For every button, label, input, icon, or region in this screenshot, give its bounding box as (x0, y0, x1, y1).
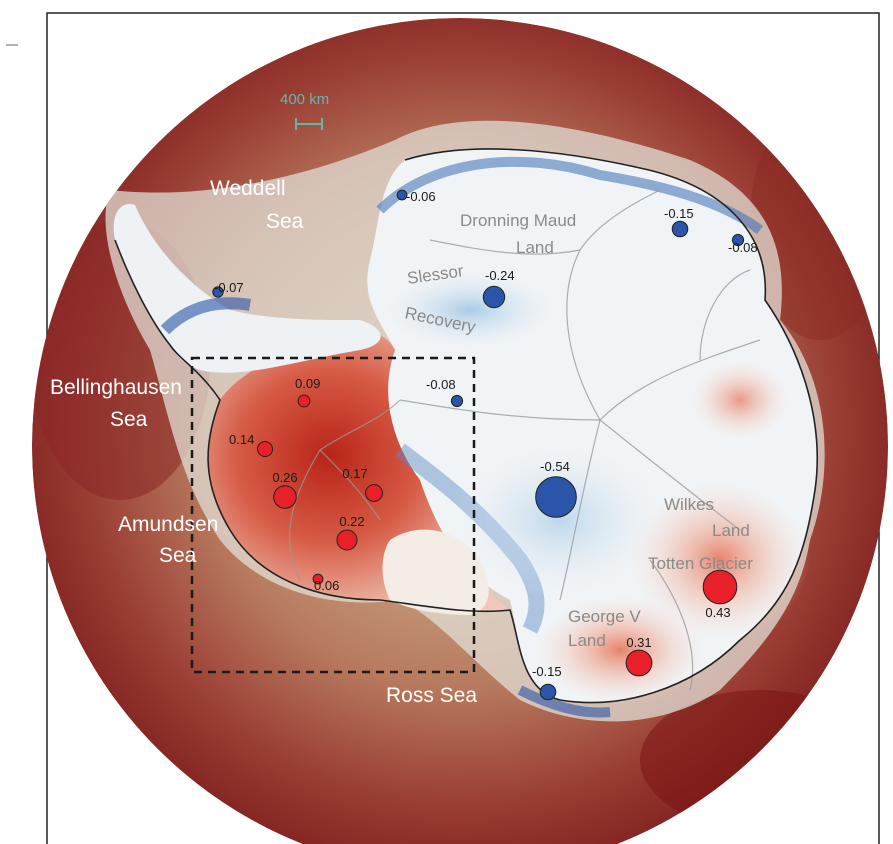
marker-label-east-antarctica: -0.54 (540, 459, 570, 474)
marker-label-interior-west: -0.08 (426, 377, 456, 392)
marker-coast-west (257, 441, 273, 457)
marker-label-ross-coast: 0.06 (314, 578, 339, 593)
marker-pine-island (273, 485, 297, 509)
region-label-george-v-1: George V (568, 607, 641, 626)
scale-bar: 400 km (280, 91, 329, 130)
region-label-dronning-maud-2: Land (516, 238, 554, 257)
antarctic-peninsula (113, 204, 381, 373)
drainage-divides (289, 189, 761, 691)
coastline (114, 148, 818, 704)
marker-dronning-west (396, 189, 408, 201)
marker-label-east-coast: -0.08 (728, 240, 758, 255)
marker-label-dronning-east: -0.15 (664, 206, 694, 221)
marker-label-peninsula: -0.07 (214, 280, 244, 295)
marker-east-coast (731, 233, 745, 247)
marker-victoria (539, 683, 557, 701)
marker-thwaites (365, 484, 383, 502)
sea-label-ross: Ross Sea (386, 684, 477, 707)
coast-blue-ross (517, 685, 611, 718)
marker-label-totten: 0.43 (705, 605, 730, 620)
marker-peninsula (212, 286, 224, 298)
george-v-warm (535, 595, 705, 705)
region-label-dronning-maud-1: Dronning Maud (460, 211, 576, 230)
coast-blue-peninsula (160, 297, 251, 335)
sea-label-weddell-2: Sea (266, 210, 304, 233)
region-label-wilkes-2: Land (712, 521, 750, 540)
marker-east-antarctica (535, 476, 577, 518)
marker-label-slessor: -0.24 (485, 268, 515, 283)
marker-label-dronning-west: -0.06 (406, 189, 436, 204)
marker-label-marie-byrd: 0.22 (339, 514, 364, 529)
marker-label-victoria: -0.15 (532, 664, 562, 679)
marker-label-pine-island: 0.26 (272, 470, 297, 485)
marker-label-thwaites: 0.17 (342, 466, 367, 481)
marker-ellsworth (297, 394, 311, 408)
sea-label-bellingshausen-1: Bellinghausen (50, 376, 182, 399)
marker-marie-byrd (336, 529, 358, 551)
wilkes-warm (690, 360, 790, 440)
sea-label-amundsen-1: Amundsen (118, 513, 218, 536)
scale-bar-label: 400 km (280, 91, 329, 108)
marker-dronning-east (671, 220, 689, 238)
sea-label-weddell-1: Weddell (210, 177, 286, 200)
marker-label-ellsworth: 0.09 (295, 376, 320, 391)
marker-label-george-v: 0.31 (626, 635, 651, 650)
coast-blue-north (376, 156, 763, 235)
sea-label-amundsen-2: Sea (159, 544, 197, 567)
region-label-totten: Totten Glacier (648, 554, 753, 573)
east-interior-cool (450, 440, 670, 600)
study-region-box (190, 356, 476, 674)
marker-totten (702, 569, 738, 605)
marker-interior-west (450, 394, 464, 408)
sea-label-bellingshausen-2: Sea (110, 408, 148, 431)
marker-slessor (482, 285, 506, 309)
basin-markers: -0.06 -0.15 -0.08 -0.24 -0.07 0.09 -0.08 0.14 0.… (212, 189, 758, 701)
marker-label-coast-west: 0.14 (229, 432, 254, 447)
region-label-george-v-2: Land (568, 631, 606, 650)
ross-ice-shelf (382, 529, 489, 615)
recovery-cool (380, 270, 560, 350)
region-label-wilkes-1: Wilkes (664, 495, 714, 514)
marker-george-v (625, 649, 653, 677)
marker-ross-coast (312, 573, 324, 585)
